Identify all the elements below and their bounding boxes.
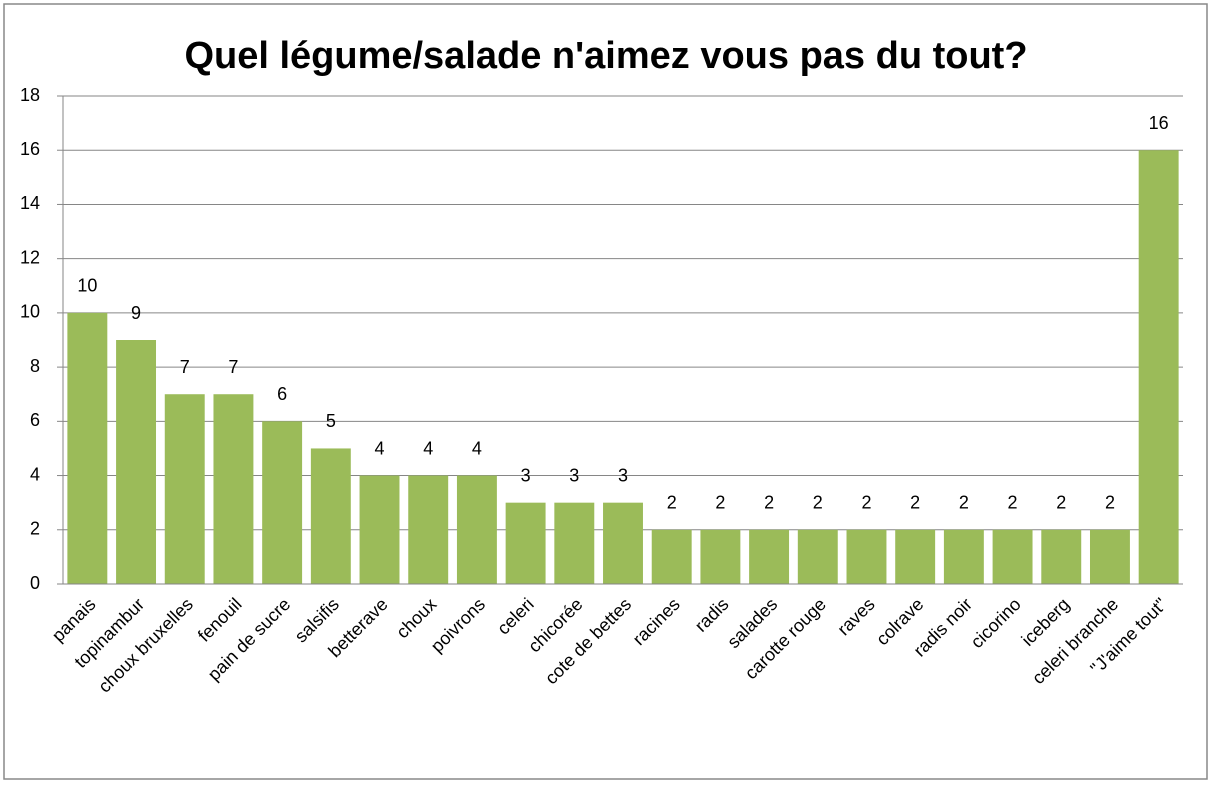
bar <box>67 312 108 584</box>
y-tick-label: 12 <box>20 247 40 267</box>
chart-title: Quel légume/salade n'aimez vous pas du t… <box>184 35 1027 77</box>
bar <box>359 475 400 584</box>
y-tick-label: 16 <box>20 139 40 159</box>
data-label: 4 <box>375 438 385 458</box>
y-tick-label: 8 <box>30 356 40 376</box>
bar <box>1138 150 1179 584</box>
chart-border <box>3 3 1208 780</box>
bar <box>895 529 936 584</box>
bar <box>505 502 546 584</box>
bar <box>554 502 595 584</box>
y-tick-label: 0 <box>30 573 40 593</box>
bar <box>262 421 303 584</box>
data-label: 3 <box>521 465 531 485</box>
data-label: 2 <box>1008 493 1018 513</box>
data-label: 2 <box>813 493 823 513</box>
bar <box>700 529 741 584</box>
data-label: 10 <box>77 276 97 296</box>
bar <box>1089 529 1130 584</box>
bar <box>213 394 254 584</box>
data-label: 9 <box>131 303 141 323</box>
bar <box>116 340 157 584</box>
bar <box>943 529 984 584</box>
y-tick-label: 4 <box>30 464 40 484</box>
data-label: 2 <box>715 493 725 513</box>
bar <box>651 529 692 584</box>
data-label: 7 <box>228 357 238 377</box>
y-tick-label: 6 <box>30 410 40 430</box>
data-label: 3 <box>618 465 628 485</box>
data-label: 2 <box>861 493 871 513</box>
bar <box>164 394 205 584</box>
data-label: 2 <box>1105 493 1115 513</box>
bar <box>456 475 497 584</box>
data-label: 2 <box>764 493 774 513</box>
y-tick-label: 18 <box>20 85 40 105</box>
bar <box>992 529 1033 584</box>
bar <box>1041 529 1082 584</box>
data-label: 2 <box>1056 493 1066 513</box>
bar <box>603 502 643 584</box>
data-label: 2 <box>667 493 677 513</box>
y-tick-label: 2 <box>30 519 40 539</box>
data-label: 16 <box>1149 113 1169 133</box>
y-tick-label: 14 <box>20 193 40 213</box>
bar <box>749 529 790 584</box>
bar <box>310 448 351 584</box>
bar <box>408 475 449 584</box>
bar <box>846 529 887 584</box>
data-label: 6 <box>277 384 287 404</box>
data-label: 7 <box>180 357 190 377</box>
data-label: 5 <box>326 411 336 431</box>
data-label: 4 <box>472 438 482 458</box>
bar <box>797 529 838 584</box>
data-label: 2 <box>959 493 969 513</box>
data-label: 3 <box>569 465 579 485</box>
data-label: 2 <box>910 493 920 513</box>
data-label: 4 <box>423 438 433 458</box>
y-tick-label: 10 <box>20 302 40 322</box>
